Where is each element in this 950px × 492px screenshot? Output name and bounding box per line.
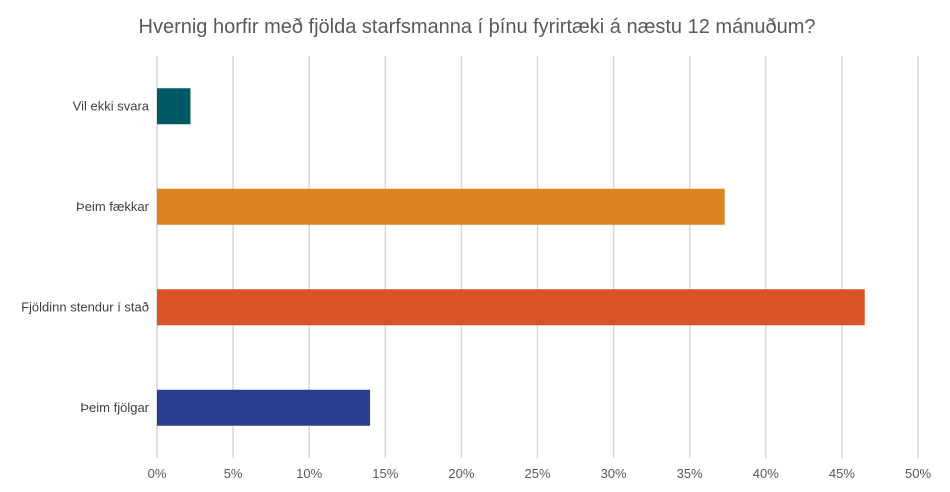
x-tick-labels: 0% 5% 10% 15% 20% 25% 30% 35% 40% 45% 50% [148, 466, 932, 481]
bar [157, 188, 725, 225]
bar [157, 289, 865, 326]
x-tick-label: 5% [224, 466, 243, 481]
x-tick-label: 50% [905, 466, 931, 481]
bars [157, 88, 865, 426]
gridlines [156, 56, 919, 458]
x-tick-label: 10% [296, 466, 322, 481]
bar [157, 389, 371, 426]
x-tick-label: 45% [829, 466, 855, 481]
x-tick-label: 15% [372, 466, 398, 481]
chart-title: Hvernig horfir með fjölda starfsmanna í … [139, 16, 816, 38]
category-labels: Vil ekki svara Þeim fækkar Fjöldinn stendu… [21, 98, 150, 415]
x-tick-label: 30% [601, 466, 627, 481]
x-tick-label: 35% [677, 466, 703, 481]
category-label: Fjöldinn stendur í stað [21, 299, 149, 314]
x-tick-label: 0% [148, 466, 167, 481]
category-label: Þeim fjölgar [80, 400, 149, 415]
x-tick-label: 25% [524, 466, 550, 481]
category-label: Þeim fækkar [76, 199, 150, 214]
x-tick-label: 40% [753, 466, 779, 481]
x-tick-label: 20% [448, 466, 474, 481]
bar [157, 88, 191, 125]
category-label: Vil ekki svara [73, 98, 150, 113]
